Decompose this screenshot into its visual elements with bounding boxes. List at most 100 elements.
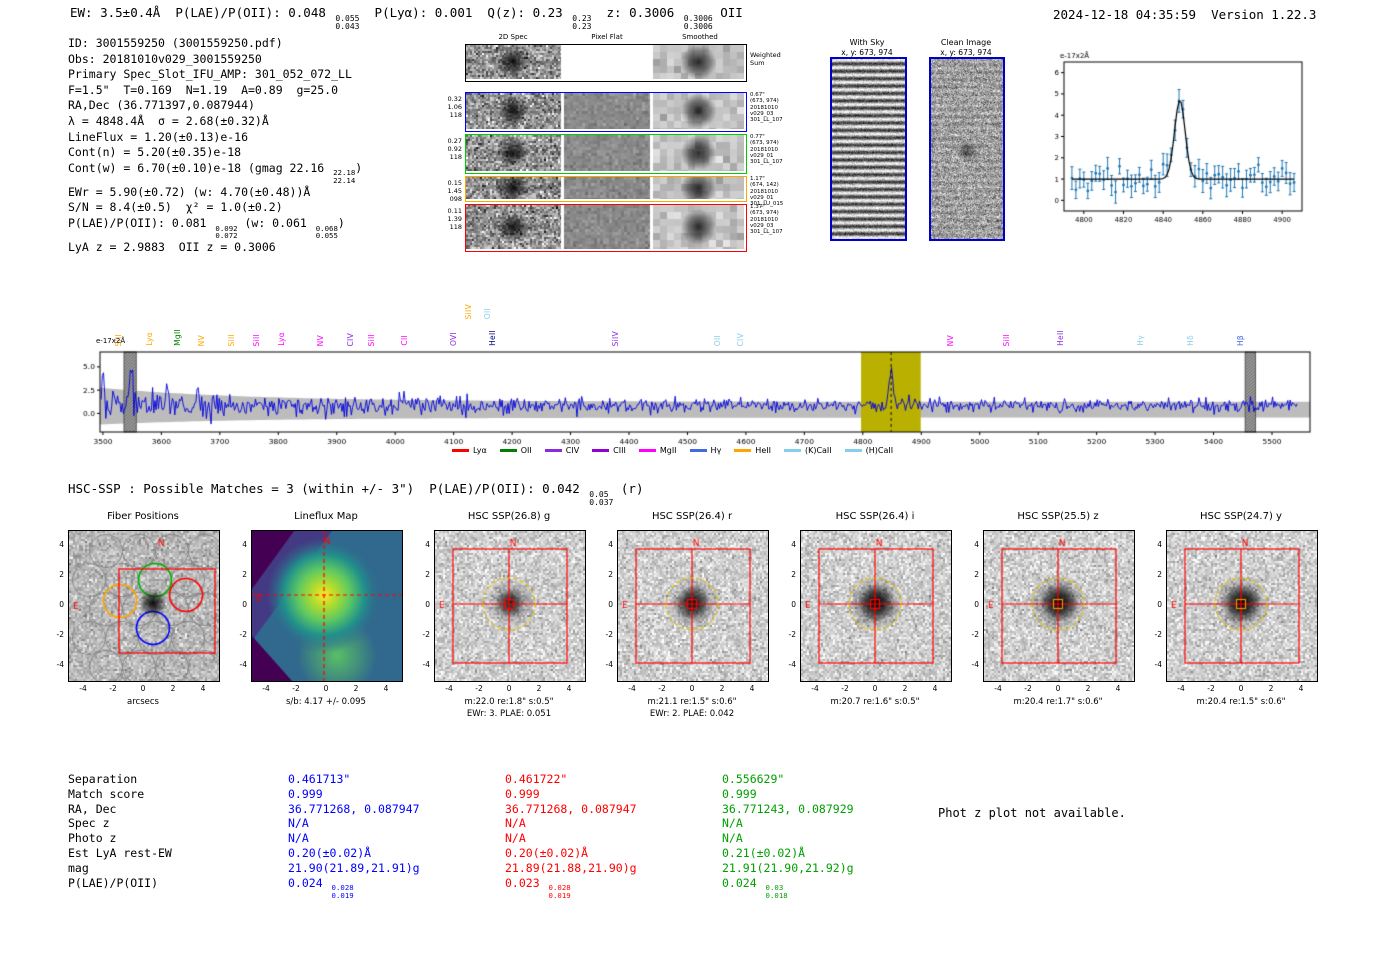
- cutout-caption: EWr: 2. PLAE: 0.042: [649, 709, 735, 719]
- match-column: 0.556629" 0.999 36.771243, 0.087929 N/A N/A 0…: [722, 772, 854, 899]
- spectral-line-label: OII: [482, 307, 492, 319]
- match-value: N/A: [722, 816, 743, 831]
- legend-label: (H)CaII: [865, 446, 894, 455]
- info-line: EWr = 5.90(±0.72) (w: 4.70(±0.48))Å: [68, 184, 311, 199]
- cutout-xlabel: m:20.7 re:1.6" s:0.5": [830, 697, 920, 707]
- spec2d-col-header: 2D Spec: [498, 33, 528, 41]
- cutout-ytick: 0: [974, 600, 979, 609]
- spectral-line-label: Hδ: [1186, 335, 1196, 346]
- spectral-line-label: NV: [946, 334, 956, 346]
- cutout-ytick: 4: [791, 540, 796, 549]
- legend-swatch: [638, 449, 656, 452]
- cutout-xtick: -4: [79, 684, 87, 693]
- spec2d-row: [465, 134, 747, 174]
- stacked-uncertainty: 0.23 0.23: [572, 14, 592, 32]
- cutout-xlabel: m:20.4 re:1.7" s:0.6": [1013, 697, 1103, 707]
- match-table-row-labels: Separation Match score RA, Dec Spec z Photo …: [68, 772, 172, 890]
- timestamp-version: 2024-12-18 04:35:59 Version 1.22.3: [1053, 7, 1316, 22]
- match-row-label: Spec z: [68, 816, 110, 831]
- info-line: LineFlux = 1.20(±0.13)e-16: [68, 129, 249, 144]
- cutout-xtick: 4: [749, 684, 755, 693]
- info-line: ID: 3001559250 (3001559250.pdf): [68, 36, 283, 50]
- cutout-ytick: -2: [1154, 630, 1162, 639]
- cutout-xtick: -4: [628, 684, 636, 693]
- info-line: Cont(n) = 5.20(±0.35)e-18: [68, 145, 242, 160]
- spec2d-row-image: [466, 177, 744, 199]
- cutout-xtick: 0: [140, 684, 146, 693]
- stacked-uncertainty: 0.05 0.037: [589, 490, 614, 508]
- legend-label: HeII: [755, 446, 771, 455]
- cutout-ytick: 2: [242, 570, 247, 579]
- cutout-xtick: 2: [536, 684, 542, 693]
- legend-swatch: [783, 449, 801, 452]
- cutout-ytick: 4: [59, 540, 64, 549]
- cutout-xtick: -2: [109, 684, 117, 693]
- spectral-line-label: Hγ: [1136, 335, 1146, 346]
- cutout-xtick: -4: [262, 684, 270, 693]
- spectral-line-labels: SiII Lyα MgII NV SiII SiII Lyα NV CIV SiII CII OVI S…: [60, 281, 1345, 346]
- match-value: 21.90(21.89,21.91)g: [288, 860, 420, 875]
- stacked-uncertainty: 0.055 0.043: [335, 14, 360, 32]
- spectral-line-label: CII: [400, 335, 410, 346]
- match-row-label: Match score: [68, 786, 145, 801]
- spectrum-ylabel: e-17x2Å: [96, 337, 126, 345]
- cutout-xtick: 0: [1238, 684, 1244, 693]
- cutout-xtick: -2: [1207, 684, 1215, 693]
- cutout-ytick: -2: [239, 630, 247, 639]
- match-value: 0.20(±0.02)Å: [505, 845, 589, 860]
- version-label: Version 1.22.3: [1211, 7, 1317, 22]
- cutout-xtick: -4: [1177, 684, 1185, 693]
- match-row-label: mag: [68, 860, 89, 875]
- legend-item: (K)CaII: [783, 446, 832, 455]
- hsc-i-image: [800, 530, 952, 682]
- cutout-ytick: 4: [608, 540, 613, 549]
- spectral-line-label: NV: [315, 334, 325, 346]
- cutout-xtick: -2: [292, 684, 300, 693]
- hsc-matches-heading: HSC-SSP : Possible Matches = 3 (within +…: [68, 481, 644, 508]
- legend-label: Hγ: [710, 446, 722, 455]
- spectral-line-label: OII: [713, 334, 723, 346]
- legend-swatch: [592, 449, 610, 452]
- match-value: 0.461722": [505, 772, 568, 786]
- cutout-ytick: 2: [791, 570, 796, 579]
- spectral-line-label: HeII: [488, 330, 498, 346]
- match-value: N/A: [722, 831, 743, 846]
- cutout-title: HSC SSP(24.7) y: [1200, 511, 1282, 522]
- info-line: Primary Spec_Slot_IFU_AMP: 301_052_072_L…: [68, 67, 352, 82]
- cutout-xtick: -4: [994, 684, 1002, 693]
- match-column: 0.461713" 0.999 36.771268, 0.087947 N/A N/A 0…: [288, 772, 420, 899]
- cutout-xtick: 0: [872, 684, 878, 693]
- legend-label: CIV: [565, 446, 580, 455]
- cutout-xtick: 0: [506, 684, 512, 693]
- spectrum-legend: Lyα OII CIV CIII MgII Hγ HeII (K)CaII (H)CaII: [452, 446, 893, 455]
- cutout-xtick: 4: [566, 684, 572, 693]
- legend-swatch: [499, 449, 517, 452]
- legend-swatch: [689, 449, 707, 452]
- cutout-xtick: 2: [1268, 684, 1274, 693]
- match-value: N/A: [505, 816, 526, 831]
- match-value: 21.89(21.88,21.90)g: [505, 860, 637, 875]
- info-line: S/N = 8.4(±0.5) χ² = 1.0(±0.2): [68, 200, 283, 215]
- legend-item: MgII: [638, 446, 677, 455]
- with-sky-title: With Sky: [849, 38, 885, 47]
- legend-label: OII: [520, 446, 532, 455]
- cutout-ytick: -4: [422, 660, 430, 669]
- cutout-ytick: 0: [59, 600, 64, 609]
- legend-swatch: [544, 449, 562, 452]
- full-spectrum-plot: [60, 346, 1345, 458]
- spec2d-col-header: Smoothed: [682, 33, 718, 41]
- clean-image-title: Clean Image: [940, 38, 992, 47]
- cutout-xtick: 4: [1298, 684, 1304, 693]
- stacked-uncertainty: 0.3006 0.3006: [683, 14, 713, 32]
- clean-image-coords: x, y: 673, 974: [940, 48, 992, 57]
- spec2d-row-weights: 0.15 1.45 098: [447, 179, 462, 203]
- cutout-xtick: 4: [200, 684, 206, 693]
- match-value: 0.999: [505, 786, 540, 801]
- spec2d-row-weights: 0.27 0.92 118: [447, 137, 462, 161]
- cutout-ytick: -4: [239, 660, 247, 669]
- cutout-caption: EWr: 3. PLAE: 0.051: [466, 709, 552, 719]
- spec2d-row: [465, 92, 747, 132]
- cutout-ytick: 4: [425, 540, 430, 549]
- cutout-xtick: 0: [323, 684, 329, 693]
- spectral-line-label: SiII: [366, 333, 376, 346]
